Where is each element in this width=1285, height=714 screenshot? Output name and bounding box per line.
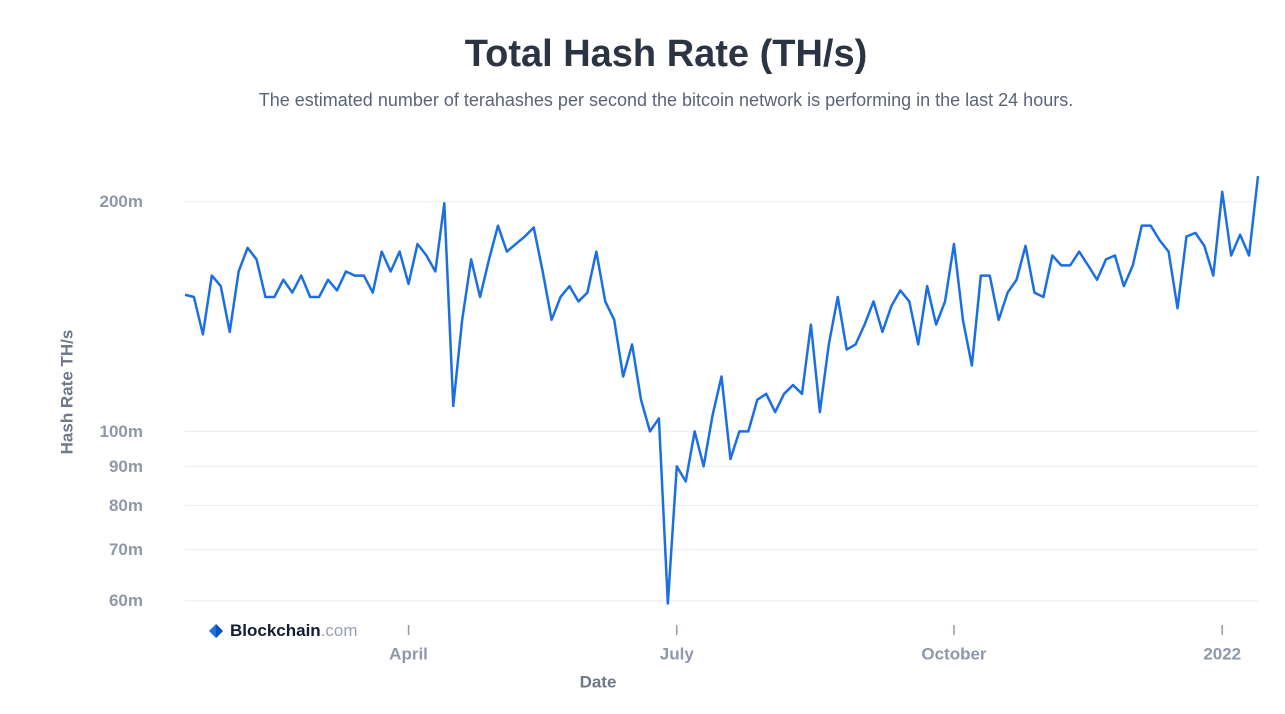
x-tick-label: October	[921, 644, 987, 663]
watermark: Blockchain.com	[209, 621, 358, 640]
y-tick-label: 60m	[109, 591, 143, 610]
series-line	[184, 175, 1260, 605]
y-tick-label: 70m	[109, 540, 143, 559]
y-tick-label: 100m	[100, 422, 143, 441]
x-tick-label: April	[389, 644, 428, 663]
watermark-text: Blockchain.com	[230, 621, 358, 640]
y-tick-label: 200m	[100, 192, 143, 211]
y-tick-label: 80m	[109, 496, 143, 515]
chart-subtitle: The estimated number of terahashes per s…	[259, 90, 1073, 110]
watermark-icon-shade	[216, 624, 223, 638]
chart-title: Total Hash Rate (TH/s)	[465, 33, 868, 75]
watermark-suffix: .com	[321, 621, 358, 640]
x-tick-label: July	[660, 644, 695, 663]
y-axis-title: Hash Rate TH/s	[57, 330, 76, 455]
y-tick-label: 90m	[109, 457, 143, 476]
watermark-name: Blockchain	[230, 621, 321, 640]
x-axis-title: Date	[580, 672, 617, 691]
grid	[185, 201, 1258, 602]
x-tick-label: 2022	[1203, 644, 1241, 663]
